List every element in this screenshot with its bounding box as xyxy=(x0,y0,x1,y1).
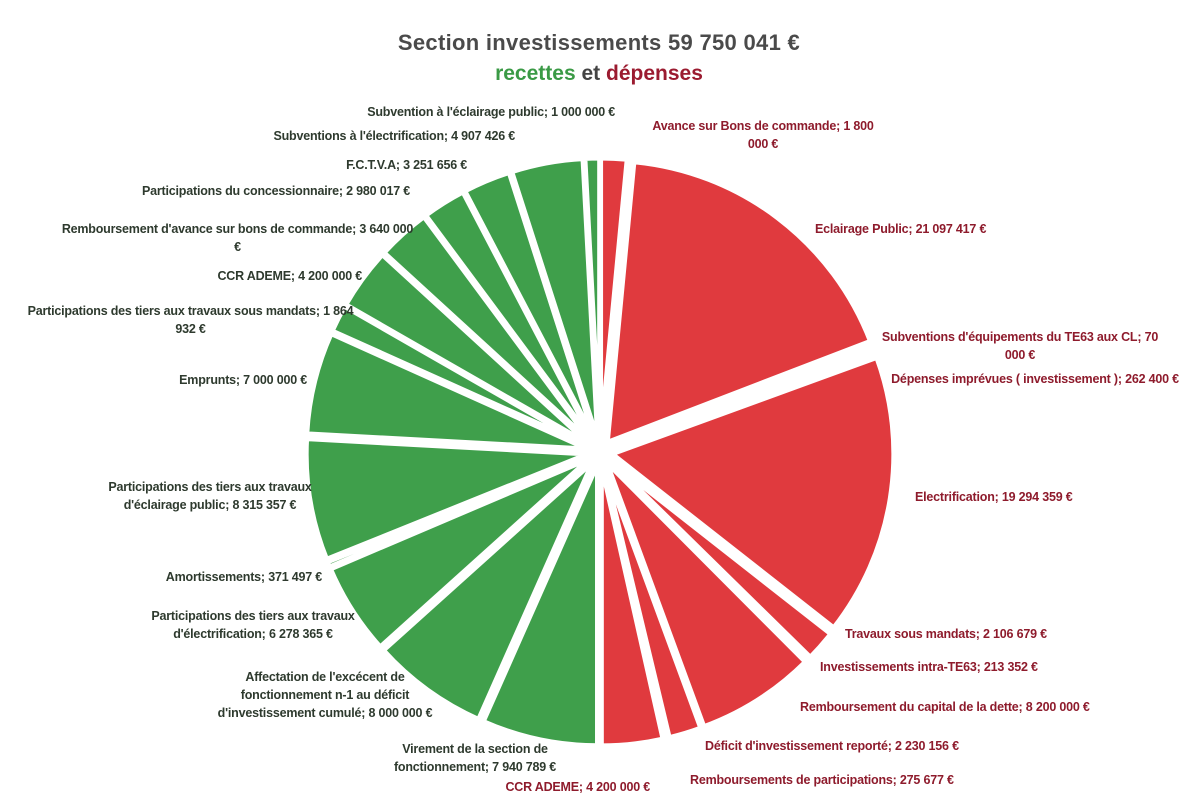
slice-value: 213 352 € xyxy=(983,660,1038,674)
slice-value: 371 497 € xyxy=(268,570,322,584)
slice-label: Déficit d'investissement reporté; 2 230 … xyxy=(705,737,1045,755)
slice-label: Virement de la section de fonctionnement… xyxy=(375,740,575,776)
slice-label: Dépenses imprévues ( investissement ); 2… xyxy=(885,370,1185,388)
slice-value: 2 106 679 € xyxy=(983,627,1047,641)
slice-name: Travaux sous mandats; xyxy=(845,627,980,641)
slice-value: 6 278 365 € xyxy=(268,627,333,641)
pie-slice xyxy=(609,354,897,631)
pie-slice xyxy=(324,454,592,570)
slice-label: Remboursements de participations; 275 67… xyxy=(690,771,1050,789)
slice-value: 4 200 000 € xyxy=(298,269,362,283)
subtitle-recettes: recettes xyxy=(495,62,576,85)
slice-name: Participations des tiers aux travaux d'é… xyxy=(108,480,312,512)
slice-name: Eclairage Public; xyxy=(815,222,913,236)
pie-slice xyxy=(304,331,591,452)
slice-name: Subventions à l'électrification; xyxy=(273,129,448,143)
slice-name: Participations des tiers aux travaux sou… xyxy=(27,304,320,318)
subtitle-et: et xyxy=(581,62,601,85)
slice-name: CCR ADEME; xyxy=(505,780,583,794)
slice-value: 70 000 € xyxy=(1004,330,1159,362)
slice-value: 1 800 000 € xyxy=(747,119,874,151)
slice-name: Subvention à l'éclairage public; xyxy=(367,105,548,119)
slice-name: Participations des tiers aux travaux d'é… xyxy=(151,609,355,641)
pie-slice xyxy=(582,155,603,443)
slice-label: Affectation de l'excécent de fonctionnem… xyxy=(205,668,445,722)
slice-name: Emprunts; xyxy=(179,373,240,387)
slice-label: Participations du concessionnaire; 2 980… xyxy=(60,182,410,200)
slice-value: 3 640 000 € xyxy=(234,222,414,254)
pie-slice xyxy=(380,459,596,722)
pie-slice xyxy=(598,461,666,749)
slice-value: 8 315 357 € xyxy=(232,498,297,512)
slice-name: Electrification; xyxy=(915,490,999,504)
slice-label: Subventions à l'électrification; 4 907 4… xyxy=(135,127,515,145)
slice-name: F.C.T.V.A; xyxy=(346,158,400,172)
slice-name: Remboursements de participations; xyxy=(690,773,897,787)
pie-slice xyxy=(303,436,591,562)
slice-value: 4 200 000 € xyxy=(586,780,650,794)
slice-label: Amortissements; 371 497 € xyxy=(22,568,322,586)
slice-name: Remboursement du capital de la dette; xyxy=(800,700,1023,714)
pie-slice xyxy=(608,345,879,451)
slice-label: Participations des tiers aux travaux d'é… xyxy=(143,607,363,643)
slice-name: Remboursement d'avance sur bons de comma… xyxy=(61,222,357,236)
slice-value: 7 940 789 € xyxy=(492,760,557,774)
slice-value: 8 000 000 € xyxy=(368,706,433,720)
slice-value: 262 400 € xyxy=(1125,372,1179,386)
slice-label: CCR ADEME; 4 200 000 € xyxy=(62,267,362,285)
pie-slice xyxy=(604,159,873,445)
slice-name: Investissements intra-TE63; xyxy=(820,660,981,674)
slice-name: Subventions d'équipements du TE63 aux CL… xyxy=(881,330,1142,344)
pie-slice xyxy=(603,459,809,730)
slice-name: CCR ADEME; xyxy=(217,269,295,283)
slice-name: Participations du concessionnaire; xyxy=(141,184,343,198)
slice-value: 8 200 000 € xyxy=(1025,700,1090,714)
slice-value: 275 677 € xyxy=(899,773,954,787)
slice-label: Remboursement du capital de la dette; 8 … xyxy=(800,698,1180,716)
slice-label: Investissements intra-TE63; 213 352 € xyxy=(820,658,1120,676)
slice-label: Subventions d'équipements du TE63 aux CL… xyxy=(880,328,1160,364)
slice-value: 1 864 932 € xyxy=(175,304,354,336)
pie-slice xyxy=(343,252,593,448)
slice-value: 19 294 359 € xyxy=(1001,490,1073,504)
slice-name: Virement de la section de fonctionnement… xyxy=(393,742,548,774)
chart-title: Section investissements 59 750 041 € xyxy=(397,30,801,55)
slice-name: Affectation de l'excécent de fonctionnem… xyxy=(217,670,410,720)
slice-value: 2 230 156 € xyxy=(895,739,959,753)
pie-slice xyxy=(606,457,813,663)
slice-label: CCR ADEME; 4 200 000 € xyxy=(420,778,650,796)
slice-label: Participations des tiers aux travaux sou… xyxy=(18,302,363,338)
slice-label: Participations des tiers aux travaux d'é… xyxy=(100,478,320,514)
pie-slice xyxy=(480,461,601,749)
slice-value: 21 097 417 € xyxy=(915,222,987,236)
slice-label: Electrification; 19 294 359 € xyxy=(915,488,1175,506)
subtitle-depenses: dépenses xyxy=(606,62,703,85)
slice-value: 4 907 426 € xyxy=(451,129,515,143)
slice-label: Remboursement d'avance sur bons de comma… xyxy=(60,220,415,256)
slice-value: 7 000 000 € xyxy=(243,373,307,387)
slice-value: 2 980 017 € xyxy=(346,184,410,198)
slice-name: Déficit d'investissement reporté; xyxy=(705,739,892,753)
slice-label: Avance sur Bons de commande; 1 800 000 € xyxy=(643,117,883,153)
slice-value: 3 251 656 € xyxy=(403,158,467,172)
slice-name: Amortissements; xyxy=(165,570,265,584)
slice-label: Travaux sous mandats; 2 106 679 € xyxy=(845,625,1145,643)
slice-name: Dépenses imprévues ( investissement ); xyxy=(891,372,1122,386)
slice-label: Emprunts; 7 000 000 € xyxy=(7,371,307,389)
slice-label: Eclairage Public; 21 097 417 € xyxy=(815,220,1075,238)
pie-slice xyxy=(462,169,598,444)
slice-label: F.C.T.V.A; 3 251 656 € xyxy=(117,156,467,174)
chart-subtitle: recettes et dépenses xyxy=(0,62,1198,86)
slice-name: Avance sur Bons de commande; xyxy=(652,119,841,133)
slice-value: 1 000 000 € xyxy=(551,105,615,119)
slice-label: Subvention à l'éclairage public; 1 000 0… xyxy=(215,103,615,121)
